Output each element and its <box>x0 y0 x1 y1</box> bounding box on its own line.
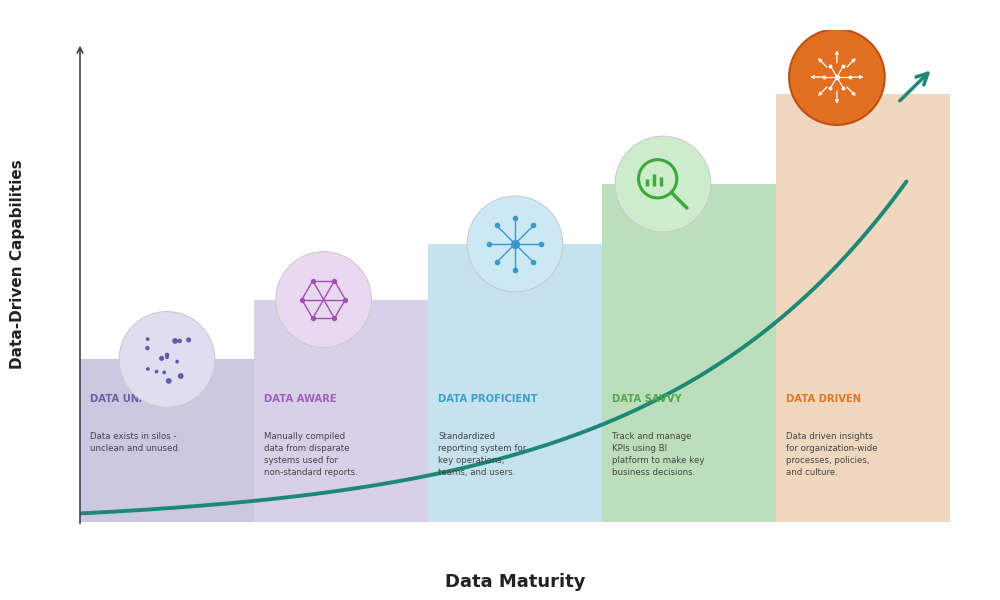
Text: DATA AWARE: DATA AWARE <box>264 394 337 404</box>
Point <box>156 368 172 377</box>
Ellipse shape <box>467 196 563 292</box>
Bar <box>428 244 602 522</box>
Point <box>172 336 188 346</box>
Ellipse shape <box>615 136 711 232</box>
Ellipse shape <box>789 29 885 125</box>
Text: Data driven insights
for organization-wide
processes, policies,
and culture.: Data driven insights for organization-wi… <box>786 432 878 476</box>
Point <box>159 350 175 359</box>
Text: DATA UNAWARE: DATA UNAWARE <box>90 394 179 404</box>
Point <box>154 353 170 363</box>
Point <box>159 352 175 362</box>
Ellipse shape <box>119 311 215 407</box>
Point <box>181 335 197 345</box>
Text: Data exists in silos -
unclean and unused.: Data exists in silos - unclean and unuse… <box>90 432 181 453</box>
Point <box>169 357 185 367</box>
Bar <box>80 359 254 522</box>
Text: Track and manage
KPIs using BI
platform to make key
business decisions.: Track and manage KPIs using BI platform … <box>612 432 705 476</box>
Point <box>173 371 189 381</box>
Bar <box>602 184 776 522</box>
Bar <box>776 94 950 522</box>
Point <box>149 367 165 376</box>
Bar <box>254 299 428 522</box>
Text: DATA SAVVY: DATA SAVVY <box>612 394 682 404</box>
Point <box>167 336 183 346</box>
Point <box>140 364 156 374</box>
Point <box>139 343 155 353</box>
Text: DATA PROFICIENT: DATA PROFICIENT <box>438 394 538 404</box>
Ellipse shape <box>276 251 371 347</box>
Text: Data-Driven Capabilities: Data-Driven Capabilities <box>10 159 26 369</box>
Text: Manually compiled
data from disparate
systems used for
non-standard reports.: Manually compiled data from disparate sy… <box>264 432 358 476</box>
Text: DATA DRIVEN: DATA DRIVEN <box>786 394 862 404</box>
Text: Standardized
reporting system for
key operations,
teams, and users.: Standardized reporting system for key op… <box>438 432 527 476</box>
Text: Data Maturity: Data Maturity <box>445 573 585 591</box>
Point <box>161 376 177 386</box>
Point <box>140 334 156 344</box>
